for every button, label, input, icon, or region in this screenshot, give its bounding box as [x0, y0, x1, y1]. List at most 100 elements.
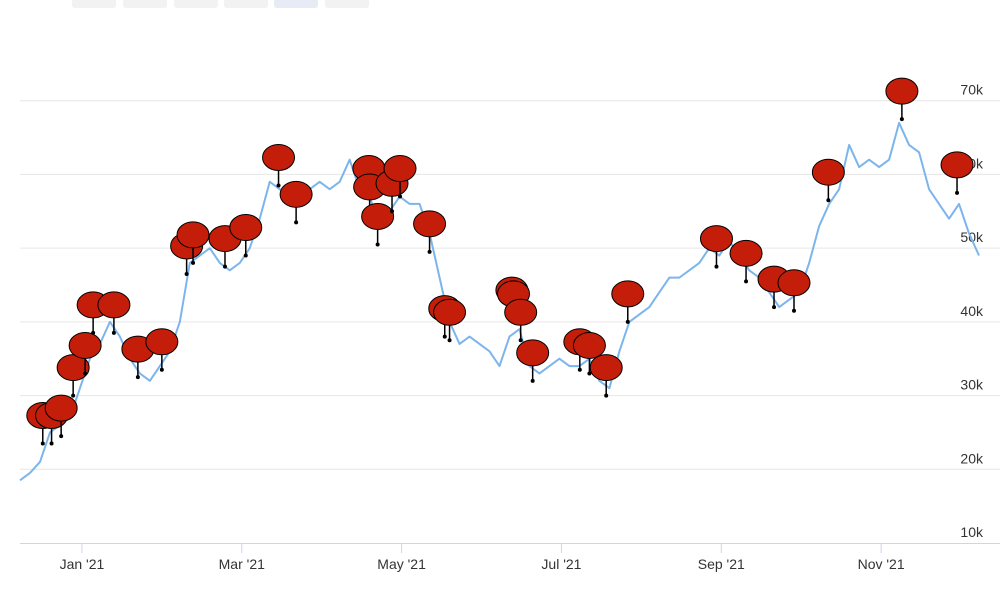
flag-dot — [91, 330, 96, 335]
flag-pin — [504, 298, 538, 343]
flag-head — [68, 331, 102, 359]
range-button[interactable] — [174, 0, 218, 8]
flag-dot — [625, 319, 630, 324]
flag-head — [413, 210, 447, 238]
y-tick-label: 50k — [960, 229, 984, 245]
flag-dot — [530, 378, 535, 383]
flag-dot — [398, 194, 403, 199]
flag-dot — [159, 367, 164, 372]
flag-pin — [44, 394, 78, 439]
flag-head — [279, 180, 313, 208]
flag-dot — [899, 117, 904, 122]
flag-dot — [518, 338, 523, 343]
range-button[interactable] — [274, 0, 318, 8]
flag-dot — [714, 264, 719, 269]
flag-pin — [262, 143, 296, 188]
flag-pin — [413, 210, 447, 254]
flag-head — [777, 269, 811, 297]
flag-dot — [184, 271, 189, 276]
flag-head — [611, 280, 645, 308]
price-line — [19, 121, 980, 482]
range-button[interactable] — [325, 0, 369, 8]
flag-pin — [229, 214, 263, 258]
flag-pin — [97, 291, 131, 335]
flag-dot — [744, 279, 749, 284]
flag-head — [361, 202, 395, 230]
flag-head — [504, 298, 538, 326]
flag-dot — [955, 190, 960, 195]
y-tick-label: 40k — [960, 303, 984, 319]
x-tick-label: Nov '21 — [858, 556, 905, 572]
range-selector — [72, 0, 369, 8]
flag-pin — [68, 331, 102, 376]
flag-dot — [587, 371, 592, 376]
flag-head — [811, 158, 845, 186]
flag-dot — [390, 209, 395, 214]
y-tick-label: 70k — [960, 82, 984, 98]
flag-head — [145, 328, 179, 356]
flag-dot — [791, 308, 796, 313]
flag-pin — [589, 354, 623, 398]
flag-head — [229, 214, 263, 242]
flag-pin — [940, 151, 974, 195]
flag-pin — [176, 221, 210, 265]
flag-pin — [572, 331, 606, 376]
flag-pin — [611, 280, 645, 324]
flag-pin — [777, 269, 811, 313]
x-tick-label: Jul '21 — [541, 556, 581, 572]
x-tick-label: Jan '21 — [60, 556, 105, 572]
flag-dot — [222, 264, 227, 269]
flag-pin — [885, 77, 919, 122]
flag-dot — [111, 330, 116, 335]
y-tick-label: 30k — [960, 377, 984, 393]
flag-head — [572, 331, 606, 359]
y-tick-label: 20k — [960, 450, 984, 466]
range-button[interactable] — [123, 0, 167, 8]
flag-pin — [56, 354, 90, 398]
flag-head — [589, 354, 623, 382]
flag-head — [729, 239, 763, 267]
flag-head — [97, 291, 131, 319]
x-tick-label: Mar '21 — [219, 556, 265, 572]
flag-head — [262, 143, 296, 171]
flag-dot — [442, 334, 447, 339]
flag-dot — [826, 198, 831, 203]
flag-dot — [447, 338, 452, 343]
flag-head — [940, 151, 974, 179]
x-tick-label: Sep '21 — [698, 556, 745, 572]
flag-dot — [427, 249, 432, 254]
flag-pin — [699, 225, 733, 269]
flag-dot — [49, 441, 54, 446]
flag-pin — [145, 328, 179, 372]
flag-dot — [83, 371, 88, 376]
flag-head — [885, 77, 919, 105]
flag-dot — [191, 260, 196, 265]
range-button[interactable] — [72, 0, 116, 8]
flag-dot — [577, 367, 582, 372]
flag-pin — [811, 158, 845, 203]
flag-dot — [71, 393, 76, 398]
flag-pin — [729, 239, 763, 284]
flag-dot — [135, 375, 140, 380]
flag-dot — [294, 220, 299, 225]
flag-dot — [243, 253, 248, 258]
flag-dot — [59, 434, 64, 439]
x-tick-label: May '21 — [377, 556, 426, 572]
flag-pin — [433, 298, 467, 343]
flag-dot — [276, 183, 281, 188]
flag-dot — [375, 242, 380, 247]
flag-head — [176, 221, 210, 249]
y-tick-label: 10k — [960, 524, 984, 540]
flag-head — [516, 339, 550, 367]
flag-dot — [772, 305, 777, 310]
flag-head — [699, 225, 733, 253]
flag-head — [44, 394, 78, 422]
flag-pin — [516, 339, 550, 383]
flag-dot — [40, 441, 45, 446]
range-button[interactable] — [224, 0, 268, 8]
flag-dot — [604, 393, 609, 398]
flag-head — [383, 155, 417, 183]
flag-pin — [279, 180, 313, 225]
